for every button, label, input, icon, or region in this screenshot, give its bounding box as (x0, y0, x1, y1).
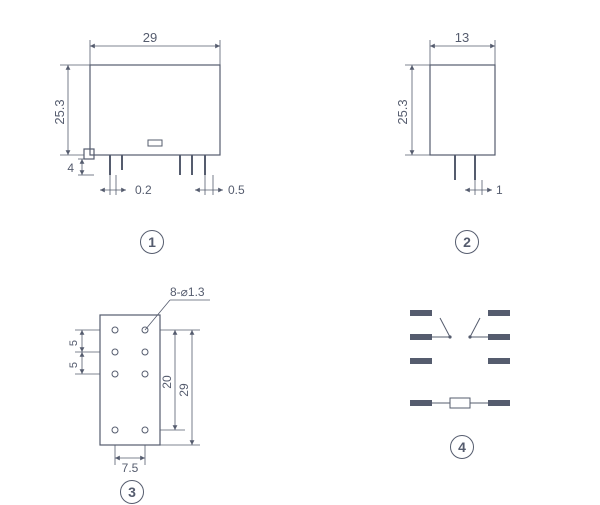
badge-3: 3 (120, 480, 144, 504)
dim-front-02: 0.2 (135, 183, 152, 197)
badge-1: 1 (140, 230, 164, 254)
view-side: 13 25.3 1 (395, 30, 503, 197)
badge-4: 4 (450, 435, 474, 459)
dim-hole-note: 8-⌀1.3 (170, 285, 205, 299)
view-bottom: 8-⌀1.3 5 5 20 29 7.5 (68, 285, 210, 475)
dim-b-20: 20 (160, 375, 174, 389)
dim-front-4: 4 (67, 161, 74, 175)
view-front: 29 25.3 4 0.2 0.5 (52, 30, 245, 197)
dim-b-5b: 5 (68, 362, 80, 368)
drawing-canvas: 29 25.3 4 0.2 0.5 13 (0, 0, 600, 505)
dim-b-75: 7.5 (122, 461, 139, 475)
dim-front-width: 29 (143, 30, 157, 45)
dim-b-29: 29 (177, 383, 191, 397)
dim-side-width: 13 (455, 30, 469, 45)
dim-b-5a: 5 (68, 340, 80, 346)
dim-side-1: 1 (496, 183, 503, 197)
view-schematic (410, 310, 510, 408)
dim-side-height: 25.3 (395, 99, 410, 124)
dim-front-height: 25.3 (52, 99, 67, 124)
badge-2: 2 (455, 230, 479, 254)
dim-front-05: 0.5 (228, 183, 245, 197)
